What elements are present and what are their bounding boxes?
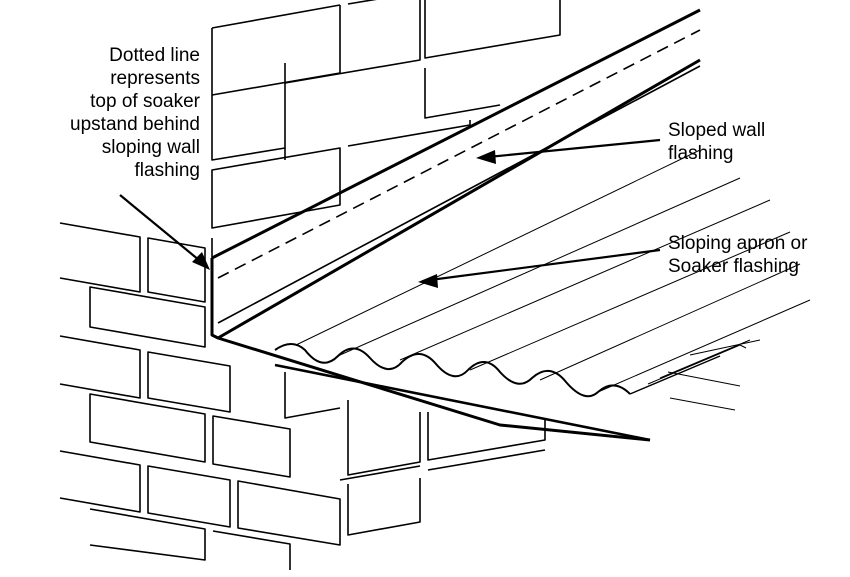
corrugated-roof <box>217 149 811 442</box>
leader-arrows <box>119 138 661 288</box>
sloping-apron-label-line: Soaker flashing <box>668 256 799 277</box>
dotted-line-label-line: top of soaker <box>90 91 200 112</box>
dotted-line-label-line: Dotted line <box>109 45 200 66</box>
dotted-line-label-line: upstand behind <box>70 114 200 135</box>
sloped-wall-flashing-label-line: Sloped wall <box>668 120 766 141</box>
sloping-apron-label: Sloping apron or Soaker flashing <box>668 232 807 278</box>
sloped-wall-flashing-label-line: flashing <box>668 143 734 164</box>
dotted-line-label-line: sloping wall <box>101 137 200 158</box>
dotted-line-label: Dotted line represents top of soaker ups… <box>20 44 200 182</box>
dotted-line-label-line: flashing <box>134 160 201 181</box>
sloped-wall-flashing-label: Sloped wall flashing <box>668 119 765 165</box>
dotted-line-arrow <box>119 194 206 266</box>
sloping-apron-arrow <box>429 248 661 282</box>
sloped-wall-arrow <box>487 138 661 159</box>
dotted-line-label-line: represents <box>110 68 200 89</box>
sloping-apron-label-line: Sloping apron or <box>668 233 808 254</box>
wall-flashing <box>210 8 701 340</box>
